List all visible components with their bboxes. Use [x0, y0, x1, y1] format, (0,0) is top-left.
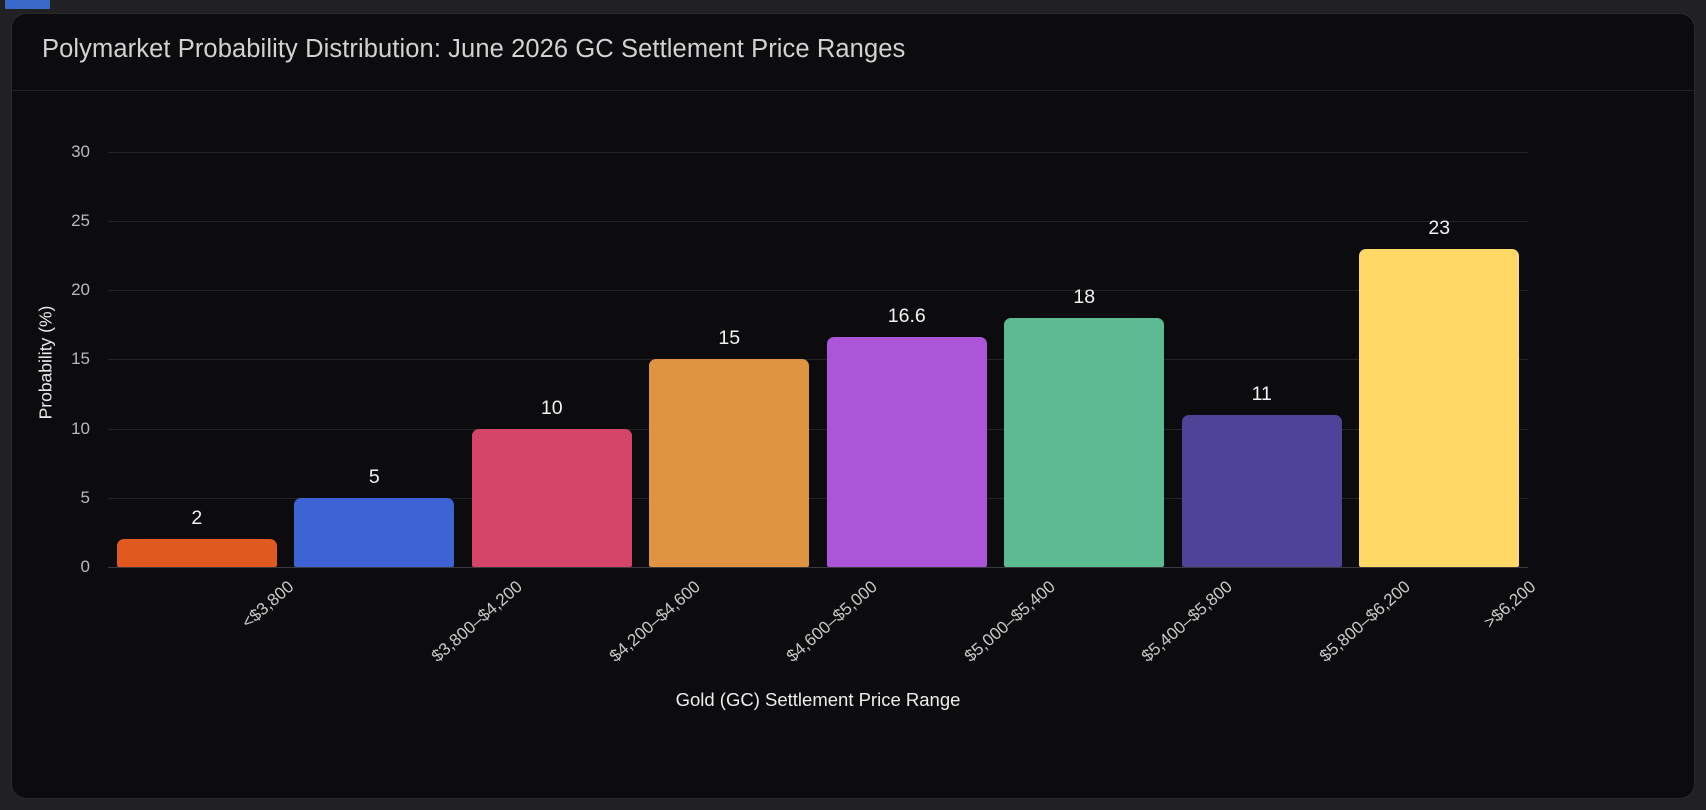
- y-tick-label: 25: [71, 211, 90, 231]
- y-tick-label: 0: [80, 557, 90, 576]
- gridline: [108, 497, 1528, 499]
- gridline: [108, 151, 1528, 153]
- x-tick-label: <$3,800: [237, 577, 298, 632]
- x-axis-title: Gold (GC) Settlement Price Range: [675, 689, 961, 710]
- x-tick-label: $4,600–$5,000: [783, 577, 882, 666]
- x-axis-baseline: [108, 567, 1528, 568]
- plot-area: 0 5 10 15 20 25 30 Probability (%) 2 5 10 15 16.6 1…: [12, 91, 1694, 798]
- bar[interactable]: [1181, 414, 1342, 567]
- selection-artifact: [5, 0, 50, 9]
- chart-card: Polymarket Probability Distribution: Jun…: [12, 14, 1694, 798]
- bar-group[interactable]: 2: [116, 138, 277, 567]
- x-tick-label: $5,800–$6,200: [1315, 577, 1414, 666]
- gridline: [108, 221, 1528, 223]
- y-tick-label: 30: [71, 141, 90, 161]
- bar-value-label: 10: [540, 396, 563, 419]
- bar-group[interactable]: 23: [1359, 138, 1520, 567]
- x-tick-label: $5,400–$5,800: [1138, 577, 1237, 666]
- gridline: [108, 428, 1528, 430]
- bar-value-label: 18: [1073, 285, 1096, 308]
- x-tick-label: $3,800–$4,200: [428, 577, 527, 666]
- bar[interactable]: [1004, 317, 1165, 567]
- x-tick-label: $5,000–$5,400: [960, 577, 1059, 666]
- y-tick-label: 20: [71, 280, 90, 300]
- bar-group[interactable]: 11: [1181, 138, 1342, 567]
- bar-value-label: 15: [718, 327, 741, 350]
- x-tick-label: >$6,200: [1480, 577, 1540, 632]
- bar[interactable]: [471, 428, 632, 567]
- chart-title: Polymarket Probability Distribution: Jun…: [42, 35, 906, 63]
- gridline: [108, 359, 1528, 361]
- bar[interactable]: [1359, 248, 1520, 567]
- bar-group[interactable]: 5: [294, 138, 455, 567]
- bar-value-label: 5: [368, 465, 380, 488]
- gridline: [108, 290, 1528, 292]
- bar-value-label: 23: [1428, 216, 1451, 239]
- y-axis: 0 5 10 15 20 25 30: [12, 91, 108, 798]
- bar[interactable]: [116, 539, 277, 567]
- chart-header: Polymarket Probability Distribution: Jun…: [12, 14, 1694, 91]
- bar[interactable]: [826, 337, 987, 567]
- bar[interactable]: [294, 497, 455, 567]
- bar-value-label: 2: [191, 507, 203, 530]
- bar-group[interactable]: 15: [649, 138, 810, 567]
- y-tick-label: 10: [71, 418, 90, 438]
- bar-value-label: 16.6: [887, 305, 926, 328]
- y-tick-label: 5: [80, 487, 90, 507]
- bar-group[interactable]: 10: [471, 138, 632, 567]
- y-axis-title: Probability (%): [35, 305, 56, 420]
- bar-group[interactable]: 16.6: [826, 138, 987, 567]
- bar-value-label: 11: [1251, 382, 1272, 405]
- x-tick-label: $4,200–$4,600: [605, 577, 704, 666]
- bar[interactable]: [649, 359, 810, 567]
- bar-series: 2 5 10 15 16.6 18 11 23: [108, 138, 1528, 567]
- y-tick-label: 15: [71, 349, 90, 369]
- bar-group[interactable]: 18: [1004, 138, 1165, 567]
